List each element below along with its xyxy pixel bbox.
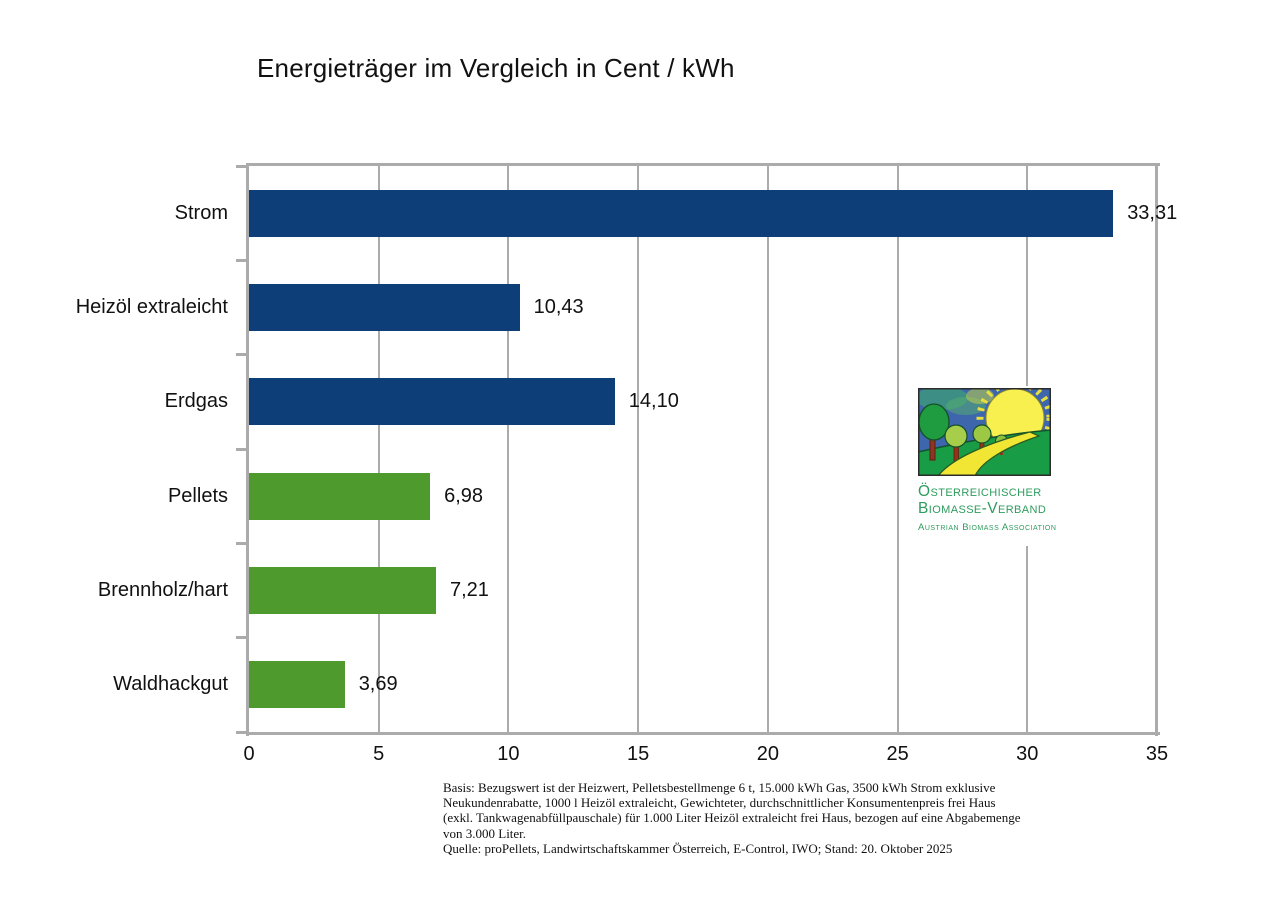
y-axis-tick [236, 730, 247, 734]
bar-brennholz-hart [249, 567, 436, 614]
logo-tree [972, 424, 992, 444]
gridline-25 [896, 166, 899, 732]
logo-sky-patch [966, 389, 994, 404]
x-tick-label-0: 0 [243, 743, 255, 765]
y-axis-tick [236, 164, 247, 168]
bar-strom [249, 189, 1114, 237]
y-axis-tick [236, 636, 247, 640]
bar-waldhackgut [249, 661, 345, 709]
logo-path [938, 431, 1041, 475]
plot-area: Österreichischer Biomasse-Verband Austri… [76, 163, 1177, 765]
footnote-line: (exkl. Tankwagenabfüllpauschale) für 1.0… [443, 810, 1021, 826]
value-label: 7,21 [450, 579, 489, 601]
y-axis-tick [236, 541, 247, 545]
logo-biomasse-verband: Österreichischer Biomasse-Verband Austri… [904, 386, 1062, 546]
footnote-line: von 3.000 Liter. [443, 825, 527, 841]
logo-illustration [918, 388, 1051, 476]
y-axis-tick [236, 258, 247, 262]
bar-pellets [249, 472, 431, 520]
value-label: 3,69 [358, 673, 398, 696]
x-tick-label-25: 25 [886, 743, 909, 765]
x-tick-label-20: 20 [756, 743, 780, 765]
category-label: Waldhackgut [113, 673, 228, 696]
value-label: 10,43 [533, 296, 584, 318]
footnote-line: Quelle: proPellets, Landwirtschaftskamme… [443, 840, 953, 856]
gridline-15 [637, 166, 640, 732]
x-tick-label-10: 10 [497, 743, 520, 765]
category-label: Heizöl extraleicht [75, 296, 228, 318]
gridline-5 [377, 166, 380, 732]
x-tick-label-15: 15 [626, 743, 650, 765]
y-axis-tick [236, 353, 247, 357]
gridline-10 [507, 166, 510, 732]
x-tick-label-30: 30 [1016, 743, 1039, 765]
category-label: Erdgas [164, 390, 228, 413]
chart-title: Energieträger im Vergleich in Cent / kWh [257, 53, 735, 83]
x-tick-label-35: 35 [1145, 743, 1169, 765]
value-label: 6,98 [444, 484, 484, 507]
logo-frame [918, 388, 1051, 476]
plot-border-bottom [246, 732, 1160, 735]
category-label: Brennholz/hart [97, 579, 228, 601]
y-axis-line [246, 163, 249, 736]
value-label: 33,31 [1127, 201, 1178, 224]
footnote-line: Neukundenrabatte, 1000 l Heizöl extralei… [443, 795, 996, 811]
category-label: Pellets [167, 484, 228, 507]
category-label: Strom [174, 201, 228, 224]
x-tick-label-5: 5 [373, 743, 385, 765]
gridline-20 [766, 166, 769, 732]
plot-border-top [246, 163, 1160, 166]
logo-tree [919, 403, 950, 441]
bar-erdgas [249, 378, 615, 426]
footnote: Basis: Bezugswert ist der Heizwert, Pell… [443, 780, 1183, 856]
value-label: 14,10 [628, 390, 679, 413]
logo-org-name-line2: Biomasse-Verband [918, 500, 1047, 517]
logo-org-name-line1: Österreichischer [918, 483, 1042, 500]
logo-tree [944, 424, 968, 448]
footnote-line: Basis: Bezugswert ist der Heizwert, Pell… [443, 780, 996, 795]
logo-org-name-english: Austrian Biomass Association [918, 522, 1057, 533]
bar-heiz-l-extraleicht [249, 284, 520, 331]
plot-border-right [1155, 163, 1158, 736]
y-axis-tick [236, 447, 247, 451]
